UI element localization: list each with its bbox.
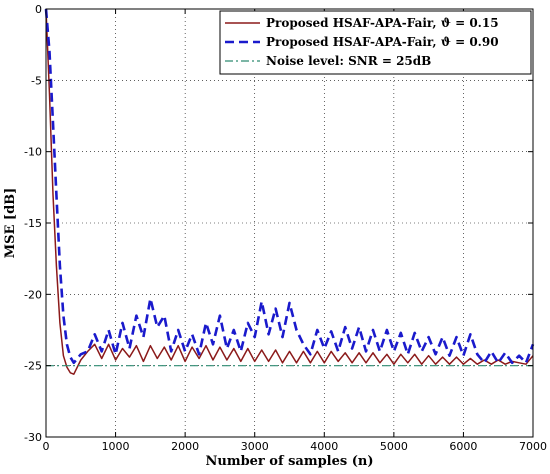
legend: Proposed HSAF-APA-Fair, ϑ = 0.15 Proposed… [219,10,532,75]
x-tick-label: 4000 [310,440,338,453]
x-tick-label: 0 [43,440,50,453]
y-tick-label: -25 [24,360,42,373]
y-tick-label: -5 [31,74,42,87]
legend-box [219,10,532,75]
legend-label-2: Proposed HSAF-APA-Fair, ϑ = 0.90 [266,35,499,49]
y-tick-label: -10 [24,146,42,159]
legend-label-3: Noise level: SNR = 25dB [266,54,431,68]
axes-ticks: 0 1000 2000 3000 4000 5000 6000 7000 0 -5 -10 -15 -2… [24,3,547,453]
legend-label-1: Proposed HSAF-APA-Fair, ϑ = 0.15 [266,16,499,30]
y-axis-label: MSE [dB] [3,188,18,259]
y-tick-label: -15 [24,217,42,230]
y-tick-label: -20 [24,288,42,301]
x-tick-label: 6000 [449,440,477,453]
x-tick-label: 2000 [171,440,199,453]
series-line-2 [44,8,535,365]
series-line-1 [45,8,534,375]
y-tick-label: 0 [35,3,42,16]
y-tick-label: -30 [24,431,42,444]
x-tick-label: 3000 [241,440,269,453]
x-tick-label: 5000 [380,440,408,453]
plot-area [44,8,535,375]
x-axis-label: Number of samples (n) [205,454,373,469]
x-tick-label: 7000 [519,440,547,453]
x-tick-label: 1000 [102,440,130,453]
